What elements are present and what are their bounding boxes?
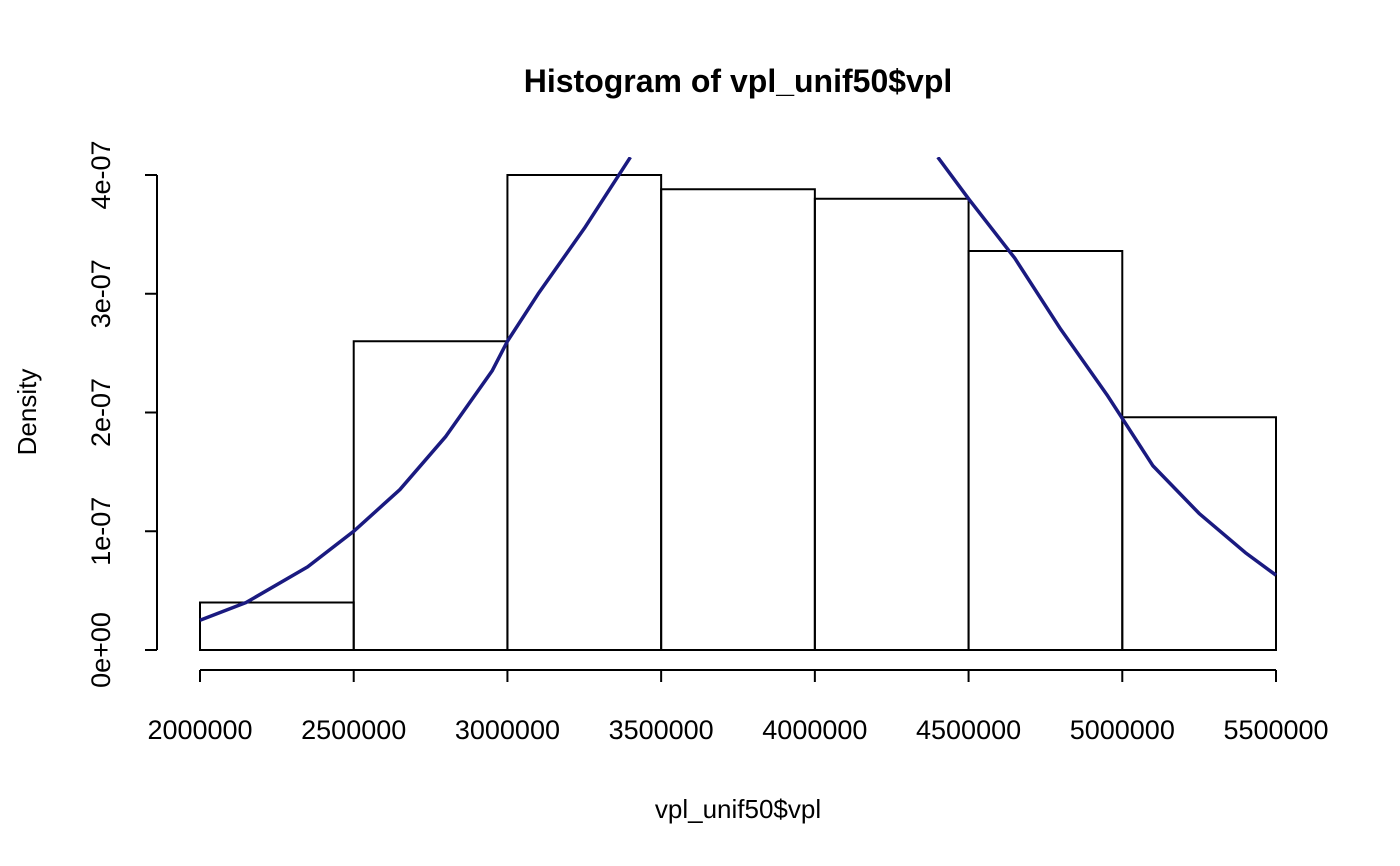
x-axis-label: vpl_unif50$vpl [655,794,821,824]
x-tick-label: 4500000 [916,715,1021,745]
histogram-bar-7 [1121,416,1278,651]
density-curve-segment-2 [936,157,1278,577]
y-tick-label: 4e-07 [86,140,116,209]
density-curve-layer [199,157,1278,622]
x-axis: 2000000 2500000 3000000 3500000 4000000 45000… [147,669,1329,745]
x-tick-label: 2500000 [301,715,406,745]
x-tick-label: 2000000 [147,715,252,745]
chart-title: Histogram of vpl_unif50$vpl [524,63,953,99]
y-tick-label: 3e-07 [86,259,116,328]
x-tick-label: 3500000 [609,715,714,745]
x-tick-label: 5500000 [1223,715,1328,745]
y-axis: 0e+00 1e-07 2e-07 3e-07 4e-07 [86,140,158,688]
x-tick-label: 4000000 [762,715,867,745]
x-tick-label: 3000000 [455,715,560,745]
y-tick-label: 1e-07 [86,497,116,566]
histogram-bars [199,174,1278,651]
y-axis-label: Density [12,369,42,456]
x-tick-label: 5000000 [1070,715,1175,745]
density-curve-segment-1 [199,157,632,622]
y-tick-label: 0e+00 [86,612,116,688]
y-tick-label: 2e-07 [86,378,116,447]
